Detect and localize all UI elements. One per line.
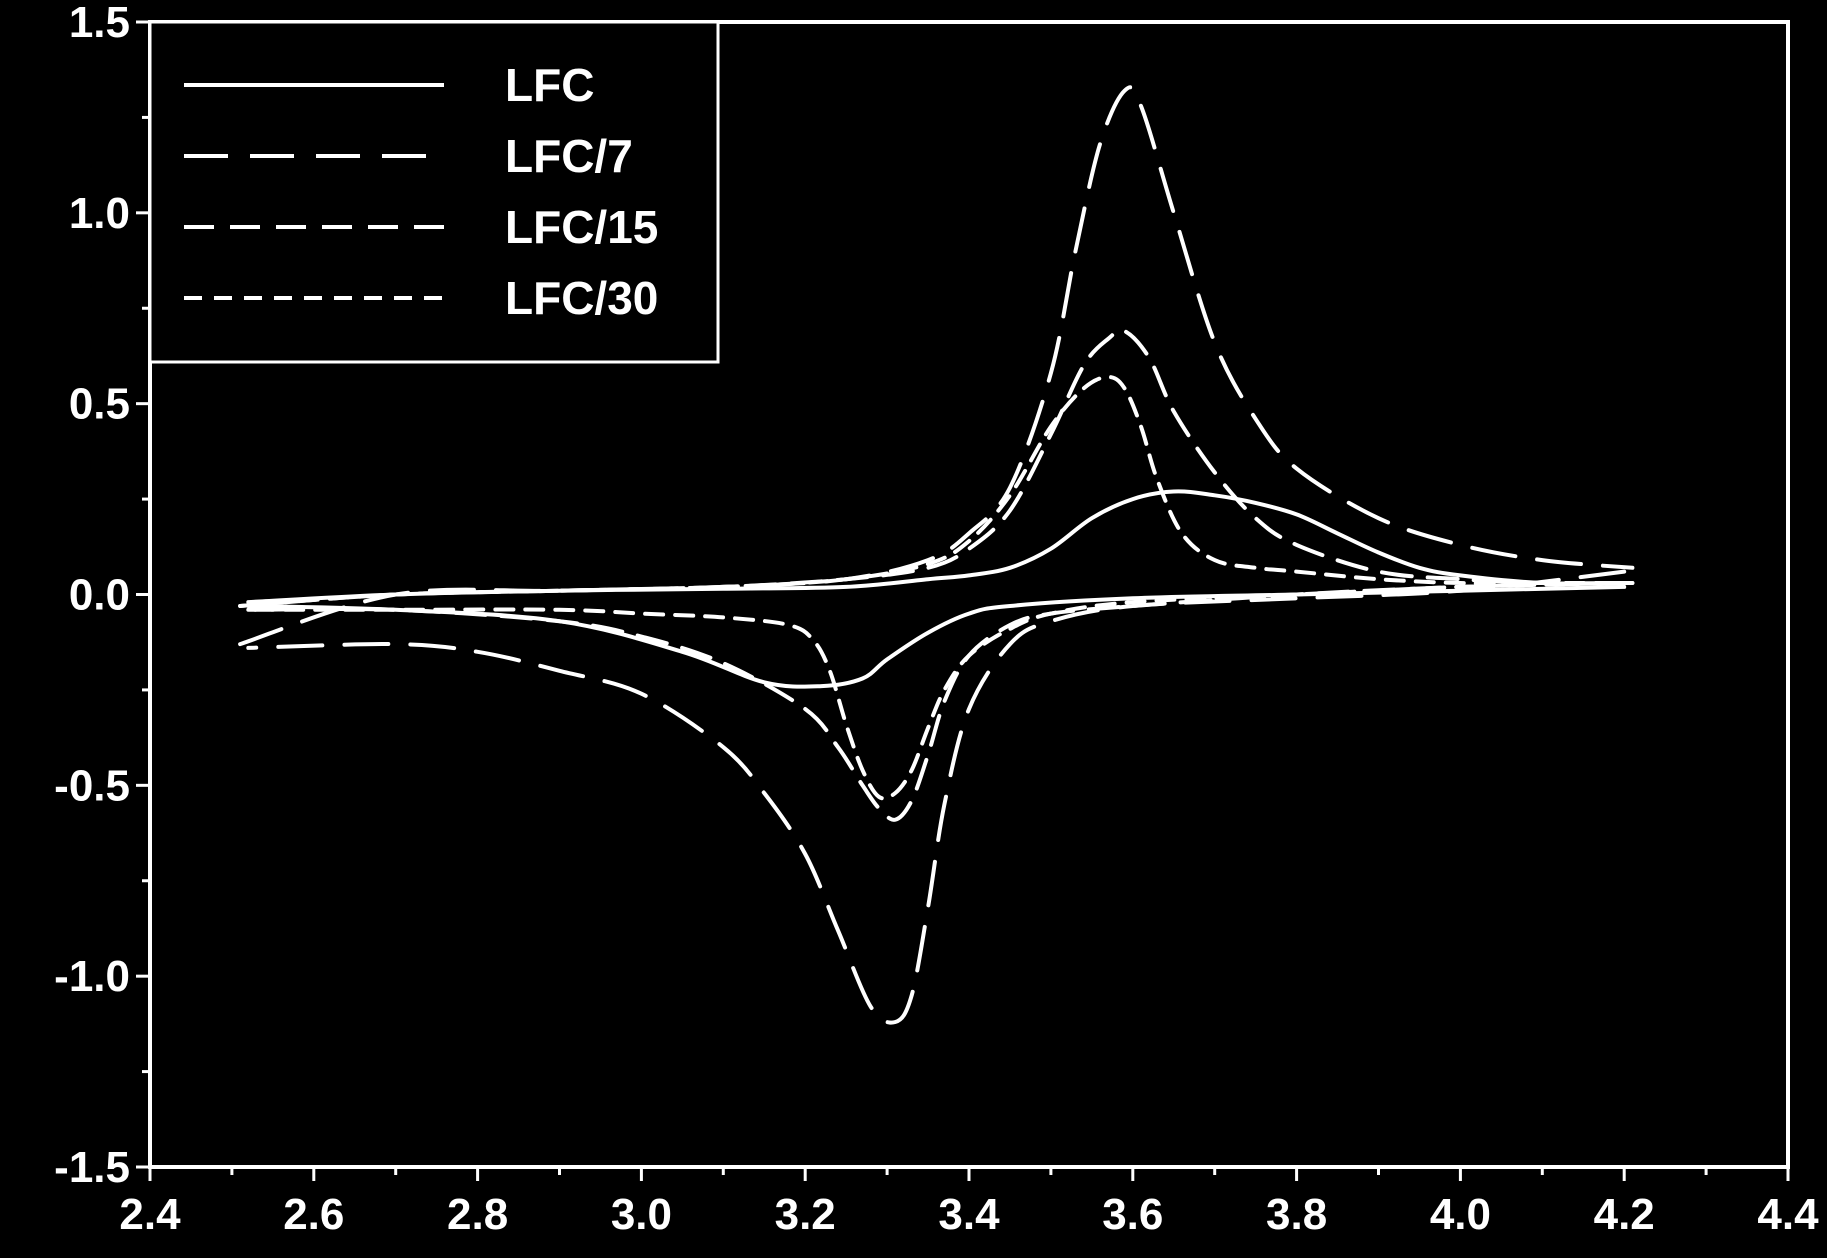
legend-label-lfc-15: LFC/15 bbox=[505, 201, 658, 253]
y-tick-label: 0.5 bbox=[69, 380, 130, 429]
legend-box bbox=[148, 20, 720, 364]
y-tick-label: 1.5 bbox=[69, 0, 130, 47]
x-tick-label: 2.8 bbox=[447, 1190, 508, 1239]
series-line-lfc-30-anodic bbox=[238, 375, 1635, 608]
x-tick-label: 4.4 bbox=[1757, 1190, 1819, 1239]
series-line-lfc-7-cathodic bbox=[246, 569, 1627, 1025]
y-tick-label: 0.0 bbox=[69, 571, 130, 620]
x-tick-label: 3.2 bbox=[775, 1190, 836, 1239]
x-tick-label: 3.6 bbox=[1102, 1190, 1163, 1239]
x-tick-label: 2.6 bbox=[283, 1190, 344, 1239]
y-tick-label: 1.0 bbox=[69, 189, 130, 238]
x-tick-label: 3.4 bbox=[938, 1190, 1000, 1239]
x-tick-label: 2.4 bbox=[119, 1190, 181, 1239]
y-tick-label: -1.5 bbox=[54, 1143, 130, 1192]
x-axis-ticks: 2.4 2.6 2.8 3.0 3.2 3.4 3.6 3.8 4.0 4.2 4.4 bbox=[119, 1167, 1819, 1239]
series-curves bbox=[238, 85, 1635, 1025]
y-axis-ticks: 1.5 1.0 0.5 0.0 -0.5 -1.0 -1.5 bbox=[54, 0, 150, 1192]
x-tick-label: 3.8 bbox=[1266, 1190, 1327, 1239]
legend: LFC LFC/7 LFC/15 LFC/30 bbox=[148, 20, 720, 364]
series-line-lfc-15-cathodic bbox=[246, 581, 1627, 822]
legend-label-lfc-30: LFC/30 bbox=[505, 272, 658, 324]
x-tick-label: 3.0 bbox=[611, 1190, 672, 1239]
y-tick-label: -1.0 bbox=[54, 952, 130, 1001]
x-tick-label: 4.2 bbox=[1594, 1190, 1655, 1239]
legend-label-lfc: LFC bbox=[505, 59, 594, 111]
x-tick-label: 4.0 bbox=[1430, 1190, 1491, 1239]
series-lfc-30 bbox=[238, 375, 1635, 801]
y-tick-label: -0.5 bbox=[54, 761, 130, 810]
series-line-lfc-30-cathodic bbox=[246, 581, 1627, 801]
legend-label-lfc-7: LFC/7 bbox=[505, 130, 633, 182]
